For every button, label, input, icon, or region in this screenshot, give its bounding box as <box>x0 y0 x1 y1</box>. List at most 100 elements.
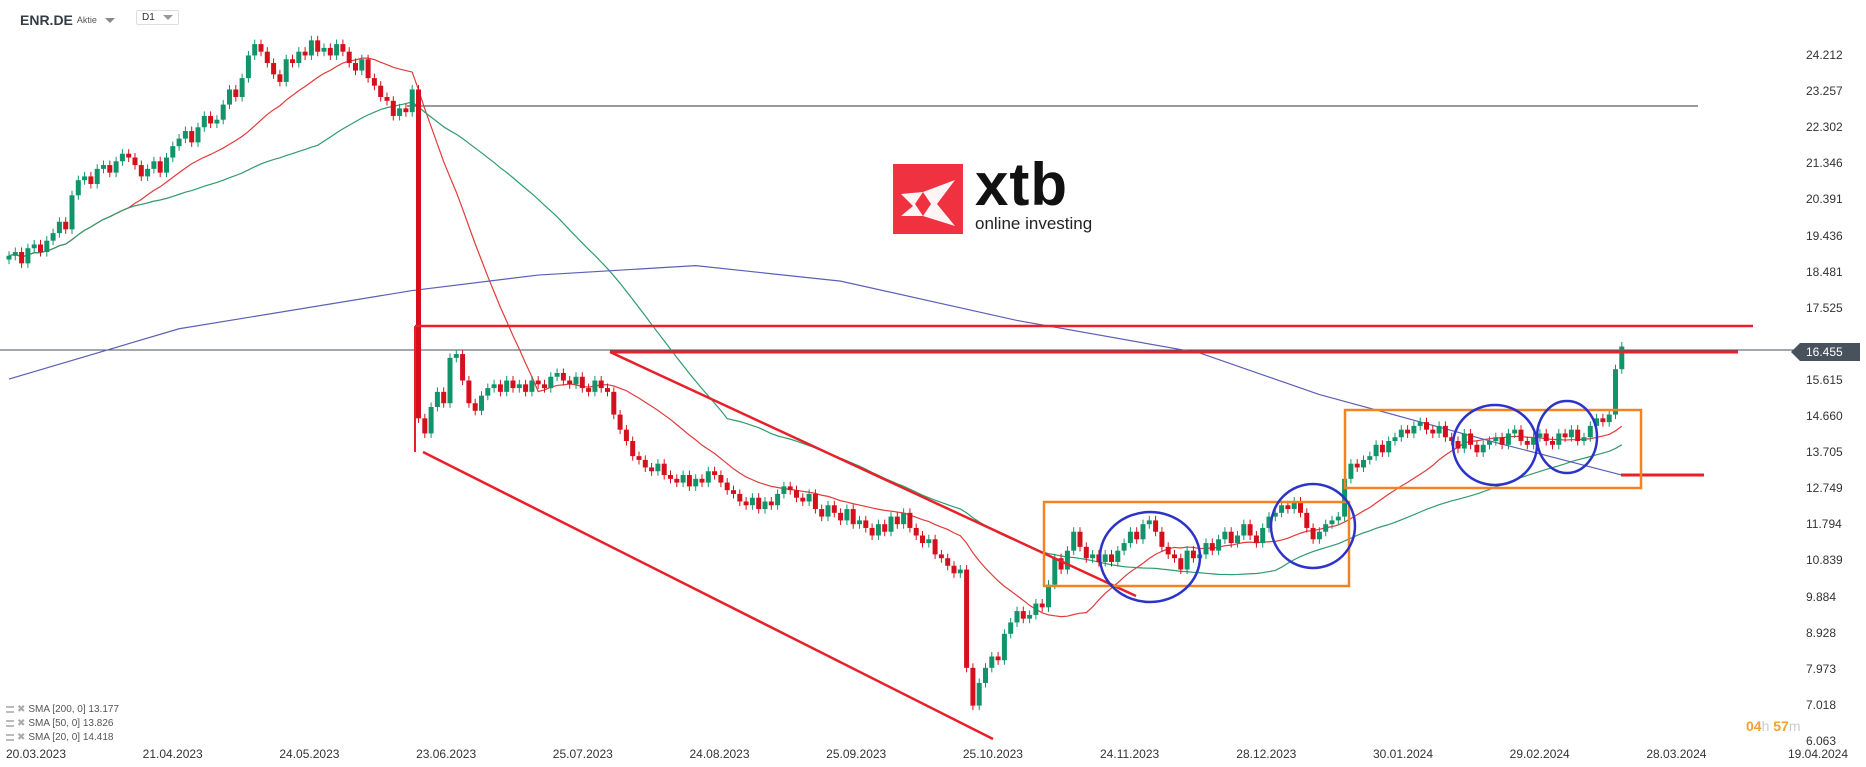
candle-down <box>1424 422 1429 430</box>
candle-up <box>176 138 182 147</box>
candle-up <box>548 376 554 389</box>
candle-down <box>378 85 384 98</box>
candle-down <box>346 51 352 64</box>
candle-up <box>989 656 995 668</box>
candle-down <box>1562 433 1568 438</box>
candle-up <box>447 357 453 404</box>
candle-up <box>1027 614 1033 619</box>
candle-down <box>126 153 132 158</box>
date-tick-label: 28.03.2024 <box>1646 747 1707 761</box>
candle-down <box>932 539 938 555</box>
logo-text: xtb <box>975 151 1068 218</box>
candle-up <box>857 520 862 525</box>
candle-up <box>245 55 251 79</box>
countdown-minutes-unit: m <box>1788 718 1801 734</box>
symbol-selector[interactable]: ENR.DE Aktie <box>20 12 115 28</box>
candle-down <box>831 505 837 513</box>
candle-down <box>718 475 724 483</box>
candle-down <box>743 501 749 506</box>
candle-down <box>460 354 466 381</box>
candle-down <box>712 471 718 476</box>
legend-sma200[interactable]: ✖ SMA [200, 0] 13.177 <box>6 704 119 715</box>
date-tick-label: 29.02.2024 <box>1509 747 1570 761</box>
candle-up <box>1102 554 1108 562</box>
candle-down <box>107 165 113 173</box>
close-icon[interactable]: ✖ <box>17 718 26 729</box>
candle-up <box>1361 459 1366 468</box>
date-tick-label: 21.04.2023 <box>142 747 203 761</box>
candle-up <box>1568 429 1574 438</box>
settings-icon[interactable] <box>6 734 14 741</box>
candle-up <box>781 486 787 494</box>
candle-down <box>598 380 604 389</box>
candle-down <box>371 78 377 86</box>
candle-down <box>1474 444 1480 453</box>
candle-up <box>1203 543 1209 555</box>
candle-up <box>1411 425 1417 434</box>
candle-up <box>1606 414 1612 423</box>
candle-down <box>88 176 94 184</box>
candle-down <box>1165 546 1171 555</box>
candle-up <box>1014 611 1020 623</box>
candle-down <box>668 475 673 479</box>
price-tick-label: 9.884 <box>1806 589 1837 604</box>
price-tick-label: 6.063 <box>1806 734 1837 749</box>
candle-down <box>1058 558 1064 570</box>
settings-icon[interactable] <box>6 706 14 713</box>
candle-up <box>31 244 37 249</box>
candle-down <box>1109 554 1114 562</box>
candle-up <box>775 493 781 506</box>
candle-up <box>195 127 201 143</box>
consolidation-box <box>1343 408 1643 490</box>
candle-down <box>416 89 421 419</box>
highlight-circle <box>1535 399 1599 475</box>
close-icon[interactable]: ✖ <box>17 732 26 743</box>
price-tick-label: 20.391 <box>1806 192 1843 207</box>
candle-up <box>1001 633 1007 661</box>
candle-down <box>353 63 358 71</box>
candle-up <box>491 384 497 389</box>
candle-up <box>94 168 100 184</box>
timeframe-value: D1 <box>142 12 155 23</box>
candle-down <box>674 478 680 483</box>
candle-down <box>315 40 321 52</box>
settings-icon[interactable] <box>6 720 14 727</box>
chevron-down-icon[interactable] <box>104 17 115 23</box>
candle-up <box>1487 441 1492 445</box>
price-tick-label: 7.018 <box>1806 697 1837 712</box>
candle-up <box>983 667 988 683</box>
candle-up <box>1033 603 1039 615</box>
candle-down <box>567 380 573 385</box>
candle-down <box>422 418 428 434</box>
date-tick-label: 25.10.2023 <box>962 747 1023 761</box>
candle-down <box>863 520 869 528</box>
candle-up <box>957 569 963 574</box>
legend-sma50[interactable]: ✖ SMA [50, 0] 13.826 <box>6 718 113 729</box>
candle-down <box>699 478 705 483</box>
price-tick-label: 24.212 <box>1806 48 1843 62</box>
candle-up <box>504 380 510 392</box>
legend-sma20[interactable]: ✖ SMA [20, 0] 14.418 <box>6 732 113 743</box>
date-tick-label: 20.03.2023 <box>5 747 67 761</box>
close-icon[interactable]: ✖ <box>17 704 26 715</box>
candle-up <box>1537 433 1543 438</box>
candle-down <box>661 463 667 476</box>
date-tick-label: 19.04.2024 <box>1787 747 1849 761</box>
candle-up <box>573 376 579 385</box>
candle-up <box>1619 346 1625 370</box>
price-tick-label: 22.302 <box>1806 120 1843 135</box>
candle-up <box>1335 516 1341 521</box>
candle-up <box>308 40 314 56</box>
timeframe-select[interactable]: D1 <box>136 10 179 25</box>
candle-up <box>705 471 711 483</box>
highlight-circle <box>1269 482 1357 570</box>
candle-down <box>1499 437 1505 445</box>
legend-label: SMA [50, 0] 13.826 <box>28 718 114 729</box>
candle-down <box>1468 433 1474 445</box>
candle-up <box>334 44 340 56</box>
candle-down <box>951 565 957 574</box>
candle-up <box>1064 550 1070 570</box>
sma-20-line <box>8 57 1623 618</box>
candle-down <box>586 388 592 392</box>
